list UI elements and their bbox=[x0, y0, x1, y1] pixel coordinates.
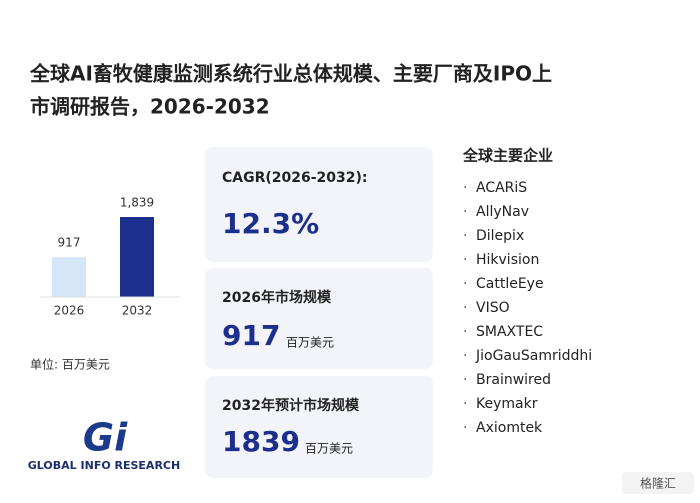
card-value: 917 bbox=[222, 319, 280, 352]
bullet: · bbox=[463, 204, 467, 220]
company: Hikvision bbox=[476, 252, 539, 268]
badge bbox=[622, 472, 694, 494]
company: ACARiS bbox=[476, 180, 527, 196]
card-unit: 百万美元 bbox=[286, 336, 334, 350]
card-label: 2026年市场规模 bbox=[222, 289, 332, 306]
cards: CAGR(2026-2032): 12.3% 2026年市场规模 917 百万美… bbox=[205, 147, 433, 478]
company: AllyNav bbox=[476, 204, 529, 220]
value-label: 1,839 bbox=[120, 196, 154, 210]
company: Dilepix bbox=[476, 228, 524, 244]
card-label: CAGR(2026-2032): bbox=[222, 170, 368, 186]
company: SMAXTEC bbox=[476, 324, 543, 340]
bullet: · bbox=[463, 300, 467, 316]
card bbox=[205, 376, 433, 478]
bullet: · bbox=[463, 180, 467, 196]
logo-mark: Gi bbox=[83, 416, 128, 460]
company: Keymakr bbox=[476, 396, 538, 412]
bar bbox=[120, 217, 154, 297]
card-value: 1839 bbox=[222, 425, 300, 458]
category-label: 2032 bbox=[122, 304, 153, 318]
title: 全球AI畜牧健康监测系统行业总体规模、主要厂商及IPO上 bbox=[29, 62, 552, 86]
card bbox=[205, 268, 433, 369]
companies-title: 全球主要企业 bbox=[462, 147, 553, 165]
card-value: 12.3% bbox=[222, 207, 319, 240]
company: JioGauSamriddhi bbox=[475, 348, 592, 364]
bullet: · bbox=[463, 228, 467, 244]
bullet: · bbox=[463, 252, 467, 268]
company: Axiomtek bbox=[476, 420, 543, 436]
value-label: 917 bbox=[58, 236, 81, 250]
card bbox=[205, 147, 433, 262]
company: Brainwired bbox=[476, 372, 551, 388]
bullet: · bbox=[463, 324, 467, 340]
logo: Gi GLOBAL INFO RESEARCH bbox=[28, 416, 180, 473]
bullet: · bbox=[463, 276, 467, 292]
source-badge: 格隆汇 bbox=[640, 476, 676, 491]
title: 市调研报告，2026-2032 bbox=[30, 95, 270, 119]
card-unit: 百万美元 bbox=[305, 442, 353, 456]
bullet: · bbox=[463, 372, 467, 388]
bullet: · bbox=[463, 420, 467, 436]
bullet: · bbox=[463, 396, 467, 412]
logo-text: GLOBAL INFO RESEARCH bbox=[28, 459, 180, 472]
company: VISO bbox=[476, 300, 510, 316]
card-label: 2032年预计市场规模 bbox=[222, 397, 360, 414]
category-label: 2026 bbox=[54, 304, 85, 318]
bullet: · bbox=[463, 348, 467, 364]
bar bbox=[52, 257, 86, 297]
unit-note: 单位: 百万美元 bbox=[30, 357, 110, 372]
company: CattleEye bbox=[476, 276, 544, 292]
